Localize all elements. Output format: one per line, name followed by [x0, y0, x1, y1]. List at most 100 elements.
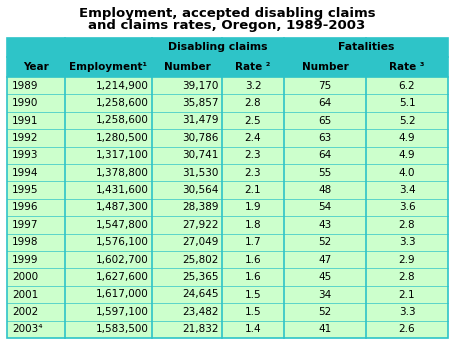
Text: 39,170: 39,170: [182, 81, 219, 91]
Text: 21,832: 21,832: [182, 324, 219, 334]
Text: 2.8: 2.8: [245, 98, 261, 108]
Text: 1.5: 1.5: [245, 290, 261, 300]
Text: 55: 55: [318, 168, 332, 178]
Text: 1993: 1993: [12, 150, 39, 160]
Text: 1995: 1995: [12, 185, 39, 195]
Bar: [7, 303, 448, 321]
Text: 75: 75: [318, 81, 332, 91]
Text: 1999: 1999: [12, 255, 39, 265]
Text: 1,317,100: 1,317,100: [96, 150, 149, 160]
Text: 1.7: 1.7: [245, 237, 261, 247]
Bar: [7, 164, 448, 181]
Text: 2.8: 2.8: [399, 220, 415, 230]
Text: 1,258,600: 1,258,600: [96, 98, 149, 108]
Bar: [7, 321, 448, 338]
Text: 2.5: 2.5: [245, 116, 261, 126]
Text: 1,431,600: 1,431,600: [96, 185, 149, 195]
Bar: [7, 77, 448, 94]
Bar: [7, 129, 448, 147]
Text: 54: 54: [318, 203, 332, 213]
Text: 30,564: 30,564: [182, 185, 219, 195]
Text: 4.0: 4.0: [399, 168, 415, 178]
Text: Employment, accepted disabling claims: Employment, accepted disabling claims: [79, 7, 375, 19]
Text: 1.8: 1.8: [245, 220, 261, 230]
Text: 2.1: 2.1: [399, 290, 415, 300]
Text: 24,645: 24,645: [182, 290, 219, 300]
Bar: [7, 38, 448, 57]
Text: 1,487,300: 1,487,300: [96, 203, 149, 213]
Text: 2002: 2002: [12, 307, 38, 317]
Text: 2001: 2001: [12, 290, 38, 300]
Text: 1998: 1998: [12, 237, 39, 247]
Text: 3.4: 3.4: [399, 185, 415, 195]
Bar: [7, 286, 448, 303]
Text: 34: 34: [318, 290, 332, 300]
Bar: [7, 234, 448, 251]
Text: 5.2: 5.2: [399, 116, 415, 126]
Text: 1,547,800: 1,547,800: [96, 220, 149, 230]
Text: 4.9: 4.9: [399, 133, 415, 143]
Text: 27,049: 27,049: [182, 237, 219, 247]
Text: 2.3: 2.3: [245, 150, 261, 160]
Text: 52: 52: [318, 237, 332, 247]
Text: 1,627,600: 1,627,600: [96, 272, 149, 282]
Text: Year: Year: [23, 62, 49, 72]
Text: 63: 63: [318, 133, 332, 143]
Text: 25,365: 25,365: [182, 272, 219, 282]
Text: Number: Number: [302, 62, 349, 72]
Text: 64: 64: [318, 98, 332, 108]
Text: 2.4: 2.4: [245, 133, 261, 143]
Text: 1,597,100: 1,597,100: [96, 307, 149, 317]
Text: Rate ³: Rate ³: [389, 62, 425, 72]
Text: 1,258,600: 1,258,600: [96, 116, 149, 126]
Bar: [7, 112, 448, 129]
Bar: [7, 251, 448, 268]
Bar: [7, 199, 448, 216]
Text: 30,741: 30,741: [182, 150, 219, 160]
Text: 1.5: 1.5: [245, 307, 261, 317]
Text: 64: 64: [318, 150, 332, 160]
Text: 2003⁴: 2003⁴: [12, 324, 42, 334]
Bar: [7, 216, 448, 234]
Text: 3.6: 3.6: [399, 203, 415, 213]
Text: 1,280,500: 1,280,500: [96, 133, 149, 143]
Text: 1994: 1994: [12, 168, 39, 178]
Text: 30,786: 30,786: [182, 133, 219, 143]
Text: 2.8: 2.8: [399, 272, 415, 282]
Text: 43: 43: [318, 220, 332, 230]
Text: 1,576,100: 1,576,100: [96, 237, 149, 247]
Bar: [7, 268, 448, 286]
Text: 1996: 1996: [12, 203, 39, 213]
Text: 1992: 1992: [12, 133, 39, 143]
Text: 1.6: 1.6: [245, 272, 261, 282]
Text: Rate ²: Rate ²: [235, 62, 271, 72]
Text: 3.3: 3.3: [399, 237, 415, 247]
Text: 31,479: 31,479: [182, 116, 219, 126]
Text: 5.1: 5.1: [399, 98, 415, 108]
Text: 2.3: 2.3: [245, 168, 261, 178]
Bar: [7, 147, 448, 164]
Text: 48: 48: [318, 185, 332, 195]
Bar: [7, 57, 448, 77]
Text: 1.9: 1.9: [245, 203, 261, 213]
Text: 45: 45: [318, 272, 332, 282]
Text: 28,389: 28,389: [182, 203, 219, 213]
Text: 1990: 1990: [12, 98, 38, 108]
Bar: [7, 94, 448, 112]
Text: 1.4: 1.4: [245, 324, 261, 334]
Text: 27,922: 27,922: [182, 220, 219, 230]
Text: 2.9: 2.9: [399, 255, 415, 265]
Text: 31,530: 31,530: [182, 168, 219, 178]
Text: 2.1: 2.1: [245, 185, 261, 195]
Text: 3.2: 3.2: [245, 81, 261, 91]
Text: 1,583,500: 1,583,500: [96, 324, 149, 334]
Text: 1997: 1997: [12, 220, 39, 230]
Text: 65: 65: [318, 116, 332, 126]
Text: 4.9: 4.9: [399, 150, 415, 160]
Text: Disabling claims: Disabling claims: [168, 42, 268, 53]
Text: 1,602,700: 1,602,700: [96, 255, 149, 265]
Text: Number: Number: [164, 62, 210, 72]
Bar: [7, 181, 448, 199]
Text: 23,482: 23,482: [182, 307, 219, 317]
Text: 1,214,900: 1,214,900: [96, 81, 149, 91]
